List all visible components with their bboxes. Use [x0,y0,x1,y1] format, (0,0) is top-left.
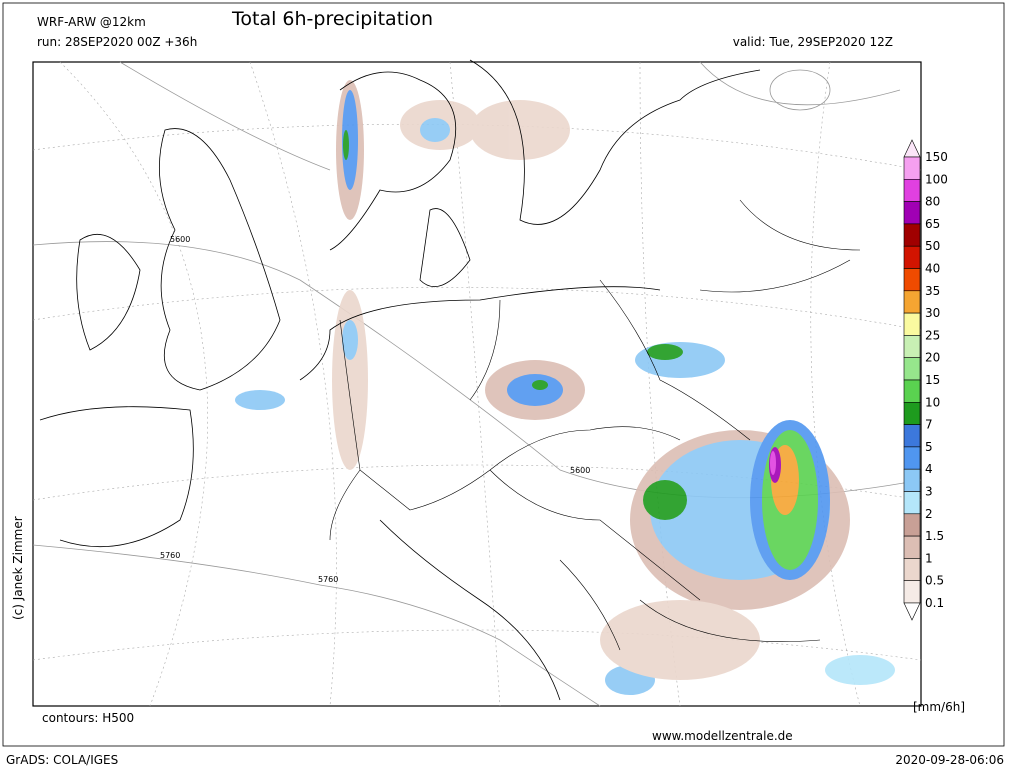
legend-swatch [903,424,921,448]
legend-label: 0.1 [925,596,944,610]
legend-swatch [903,535,921,559]
legend-swatch [903,223,921,247]
legend-label: 2 [925,507,933,521]
legend-label: 150 [925,150,948,164]
legend-label: 15 [925,373,940,387]
legend-swatch [903,290,921,314]
model-label: WRF-ARW @12km [37,15,146,29]
contours-note: contours: H500 [42,711,134,725]
legend-swatch [903,179,921,202]
legend-swatch [903,379,921,403]
map-area: 5600 5600 5760 5760 [32,59,922,707]
legend-swatch [903,446,921,470]
legend-triangle [903,602,921,621]
contour-label: 5600 [570,466,590,475]
legend-swatch [903,558,921,582]
contour-label: 5760 [318,575,338,584]
map-frame [32,61,922,707]
legend-label: 7 [925,418,933,432]
legend-swatch [903,468,921,492]
legend-swatch [903,312,921,336]
legend-label: 3 [925,485,933,499]
legend-label: 0.5 [925,574,944,588]
legend-label: 1.5 [925,529,944,543]
legend-swatch [903,357,921,381]
website: www.modellzentrale.de [652,729,793,743]
valid-label: valid: Tue, 29SEP2020 12Z [733,35,893,49]
legend-label: 65 [925,217,940,231]
coastline [39,59,761,701]
legend-label: 5 [925,440,933,454]
legend-label: 10 [925,395,940,409]
map-title: Total 6h-precipitation [231,8,433,30]
copyright: (c) Janek Zimmer [11,516,25,620]
legend-swatch [903,245,921,269]
legend-swatch [903,156,921,180]
legend-label: 30 [925,306,940,320]
contour-label: 5760 [160,551,180,560]
legend-label: 25 [925,328,940,342]
precipitation-field [235,80,895,695]
timestamp: 2020-09-28-06:06 [895,753,1004,767]
legend-label: 100 [925,172,948,186]
legend-label: 1 [925,551,933,565]
legend-label: 35 [925,284,940,298]
legend-swatch [903,401,921,425]
color-legend: 150 100 80 65 50 40 35 30 25 20 15 10 7 5 4 3 2 1.5 1 0.5 0.… [903,139,948,621]
grads-credit: GrADS: COLA/IGES [6,753,118,767]
contour-label: 5600 [170,235,190,244]
legend-label: 80 [925,195,940,209]
legend-swatch [903,268,921,292]
legend-label: 4 [925,462,933,476]
legend-label: 40 [925,262,940,276]
legend-unit: [mm/6h] [913,700,965,714]
legend-swatch [903,513,921,537]
contour-line [119,61,901,171]
legend-swatch [903,491,921,515]
coastline [76,128,281,391]
country-border [329,199,861,651]
run-label: run: 28SEP2020 00Z +36h [37,35,197,49]
contour-line [32,544,601,707]
legend-swatch [903,580,921,604]
legend-swatch [903,201,921,225]
legend-label: 50 [925,239,940,253]
legend-swatch [903,335,921,358]
legend-label: 20 [925,351,940,365]
